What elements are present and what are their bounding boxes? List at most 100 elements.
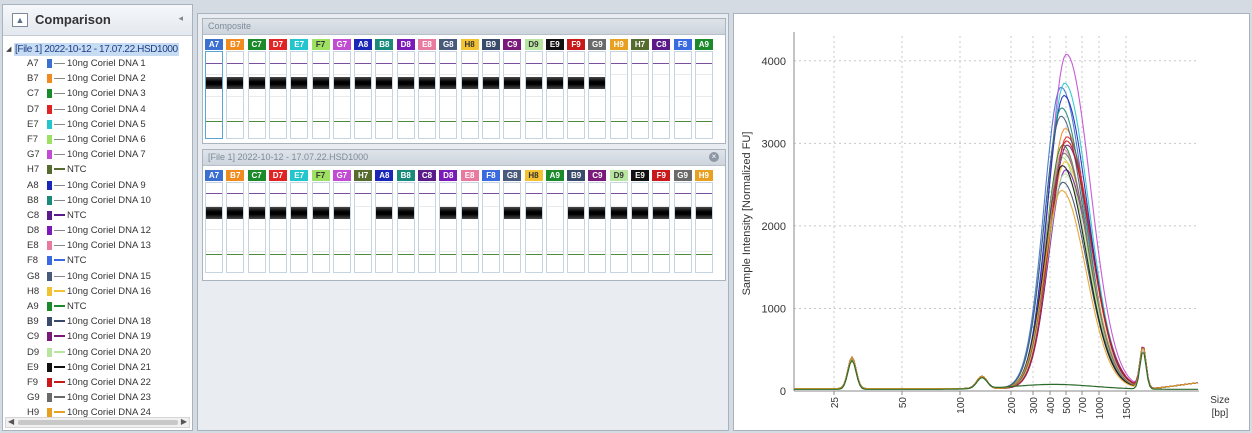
gel-gridline xyxy=(355,228,372,230)
sample-band xyxy=(525,207,542,219)
lane-label: H7 xyxy=(354,170,373,181)
sample-item[interactable]: H8 10ng Coriel DNA 16 xyxy=(3,284,192,299)
lane-body xyxy=(609,51,628,139)
sample-band xyxy=(376,207,393,219)
gel-gridline xyxy=(291,251,308,253)
lane-body xyxy=(588,51,607,139)
series-line xyxy=(794,115,1199,390)
upper-marker-band xyxy=(248,63,265,64)
close-icon[interactable]: × xyxy=(709,152,719,162)
file-node[interactable]: ◢ [File 1] 2022-10-12 - 17.07.22.HSD1000 xyxy=(3,43,192,56)
sample-item[interactable]: A8 10ng Coriel DNA 9 xyxy=(3,178,192,193)
color-swatch xyxy=(47,393,52,403)
lower-marker-band xyxy=(333,121,350,122)
series-line xyxy=(794,86,1199,390)
gel-gridline xyxy=(482,118,499,119)
collapse-icon[interactable]: ◂ xyxy=(178,13,183,23)
gel-gridline xyxy=(333,205,350,207)
gel-gridline xyxy=(397,251,414,253)
lower-marker-band xyxy=(312,254,329,255)
sample-item[interactable]: H9 10ng Coriel DNA 24 xyxy=(3,405,192,420)
upper-marker-band xyxy=(312,193,329,194)
x-tick-label: 1500 xyxy=(1122,397,1133,420)
lane-body xyxy=(205,51,223,139)
gel-gridline xyxy=(291,228,308,230)
file-label[interactable]: [File 1] 2022-10-12 - 17.07.22.HSD1000 xyxy=(14,43,179,56)
gel-gridline xyxy=(482,205,499,207)
sample-band xyxy=(269,77,286,89)
scrollbar-thumb[interactable] xyxy=(18,420,178,425)
sample-band xyxy=(589,77,606,89)
sample-name: 10ng Coriel DNA 4 xyxy=(67,103,146,115)
upper-marker-band xyxy=(227,193,244,194)
sample-item[interactable]: A7 10ng Coriel DNA 1 xyxy=(3,56,192,71)
sample-item[interactable]: C9 10ng Coriel DNA 19 xyxy=(3,329,192,344)
gel-gridline xyxy=(589,251,606,253)
gel-gridline xyxy=(610,205,627,207)
line-style-icon xyxy=(54,199,65,201)
gel-gridline xyxy=(248,74,265,75)
lower-marker-band xyxy=(546,121,563,122)
gel-gridline xyxy=(440,96,457,97)
sample-item[interactable]: E7 10ng Coriel DNA 5 xyxy=(3,117,192,132)
sample-item[interactable]: F9 10ng Coriel DNA 22 xyxy=(3,375,192,390)
gel-gridline xyxy=(419,74,435,75)
scroll-right-icon[interactable]: ▶ xyxy=(180,417,187,426)
gel-gridline xyxy=(653,228,670,230)
sample-item[interactable]: G9 10ng Coriel DNA 23 xyxy=(3,390,192,405)
lower-marker-band xyxy=(610,121,627,122)
sample-item[interactable]: D9 10ng Coriel DNA 20 xyxy=(3,345,192,360)
gel-gridline xyxy=(546,205,563,207)
upper-marker-band xyxy=(674,193,691,194)
sample-item[interactable]: H7 NTC xyxy=(3,162,192,177)
gel-gridline xyxy=(610,74,627,75)
sample-item[interactable]: G7 10ng Coriel DNA 7 xyxy=(3,147,192,162)
sample-item[interactable]: C8 NTC xyxy=(3,208,192,223)
lower-marker-band xyxy=(674,254,691,255)
sample-item[interactable]: E8 10ng Coriel DNA 13 xyxy=(3,238,192,253)
upper-marker-band xyxy=(312,63,329,64)
lane-body xyxy=(247,51,266,139)
upper-marker-band xyxy=(291,63,308,64)
sample-band xyxy=(440,207,457,219)
color-swatch xyxy=(47,104,52,114)
sample-item[interactable]: B7 10ng Coriel DNA 2 xyxy=(3,71,192,86)
gel-gridline xyxy=(355,74,372,75)
sample-name: 10ng Coriel DNA 22 xyxy=(67,376,151,388)
gel-gridline xyxy=(461,96,478,97)
sample-item[interactable]: B8 10ng Coriel DNA 10 xyxy=(3,193,192,208)
lane-body xyxy=(631,182,649,273)
gel-gridline xyxy=(227,96,244,97)
sample-well: B7 xyxy=(27,73,39,85)
gel-gridline xyxy=(227,118,244,119)
sample-item[interactable]: A9 NTC xyxy=(3,299,192,314)
lane-label: E7 xyxy=(290,170,309,181)
upper-marker-band xyxy=(632,63,648,64)
sample-item[interactable]: D7 10ng Coriel DNA 4 xyxy=(3,102,192,117)
scroll-left-icon[interactable]: ◀ xyxy=(8,417,15,426)
sample-item[interactable]: C7 10ng Coriel DNA 3 xyxy=(3,86,192,101)
sample-item[interactable]: B9 10ng Coriel DNA 18 xyxy=(3,314,192,329)
sample-item[interactable]: D8 10ng Coriel DNA 12 xyxy=(3,223,192,238)
series-line xyxy=(794,94,1199,390)
gel-gridline xyxy=(653,251,670,253)
gel-gridline xyxy=(525,251,542,253)
sample-item[interactable]: F7 10ng Coriel DNA 6 xyxy=(3,132,192,147)
sample-item[interactable]: G8 10ng Coriel DNA 15 xyxy=(3,269,192,284)
sample-item[interactable]: F8 NTC xyxy=(3,253,192,268)
lower-marker-band xyxy=(695,254,712,255)
horizontal-scrollbar[interactable]: ◀ ▶ xyxy=(5,417,190,428)
sample-well: D9 xyxy=(27,346,40,358)
series-line xyxy=(794,189,1199,390)
lower-marker-band xyxy=(482,121,499,122)
sample-band xyxy=(461,207,478,219)
sample-item[interactable]: E9 10ng Coriel DNA 21 xyxy=(3,360,192,375)
sample-band xyxy=(248,207,265,219)
lane-label: C7 xyxy=(247,170,266,181)
expand-triangle-icon[interactable]: ◢ xyxy=(6,46,12,53)
gel-gridline xyxy=(568,205,585,207)
gel-gridline xyxy=(525,205,542,207)
gel-gridline xyxy=(695,74,712,75)
x-tick-label: 300 xyxy=(1029,397,1040,414)
series-line xyxy=(794,136,1199,390)
